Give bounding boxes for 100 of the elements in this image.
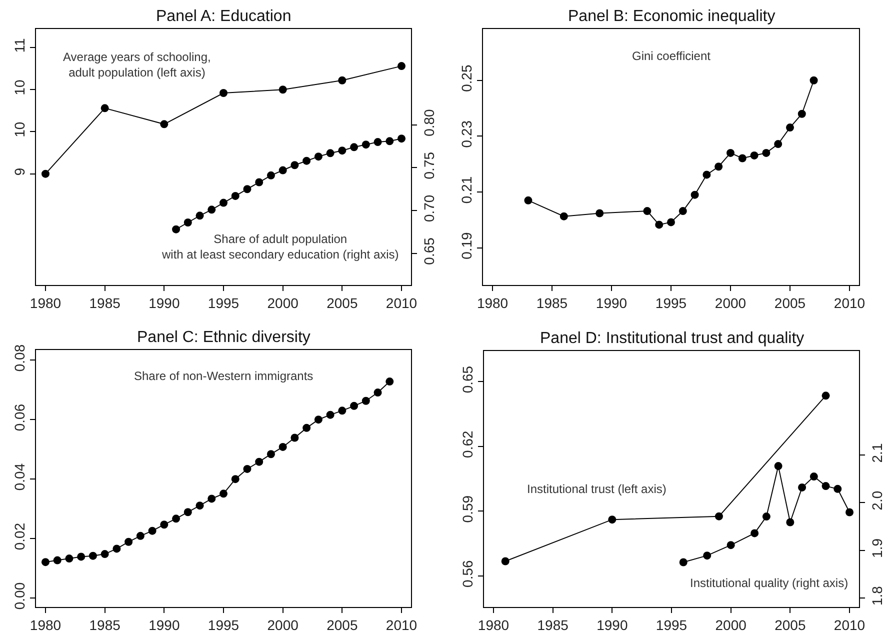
x-tick-label: 1995: [656, 616, 688, 633]
point: [314, 416, 322, 424]
point: [160, 520, 168, 529]
point: [596, 209, 604, 218]
point: [834, 484, 842, 493]
y2-tick-label: 0.80: [420, 108, 437, 136]
x-tick-label: 2005: [774, 294, 806, 311]
point: [136, 532, 144, 540]
point: [774, 140, 782, 148]
point: [290, 434, 299, 442]
point: [714, 512, 723, 520]
y2-tick-label: 1.9: [868, 538, 885, 558]
point: [726, 148, 734, 157]
point: [243, 464, 252, 473]
x-tick-label: 1980: [476, 294, 508, 311]
point: [667, 218, 675, 226]
point: [255, 458, 264, 466]
x-tick-label: 1985: [537, 616, 569, 633]
x-tick-label: 2005: [326, 294, 358, 311]
chart-title: Panel C: Ethnic diversity: [137, 329, 310, 346]
point: [231, 475, 240, 484]
y-tick-label: 0.56: [459, 560, 476, 588]
y2-tick-label: 0.65: [420, 237, 437, 265]
x-tick-label: 1995: [208, 294, 240, 311]
y2-tick-label: 2.0: [868, 490, 885, 510]
point: [278, 86, 287, 94]
point: [560, 212, 568, 220]
point: [231, 192, 240, 200]
point: [255, 178, 264, 186]
point: [846, 508, 854, 516]
chart-title: Panel D: Institutional trust and quality: [540, 330, 804, 347]
y-tick-label: 0.65: [459, 366, 476, 394]
x-tick-label: 1980: [30, 616, 62, 633]
point: [398, 134, 406, 143]
x-tick-label: 1985: [89, 616, 121, 633]
point: [678, 207, 687, 216]
point: [822, 392, 830, 400]
point: [184, 218, 192, 226]
point: [338, 406, 346, 415]
x-tick-label: 1995: [655, 294, 687, 311]
point: [798, 483, 806, 492]
x-tick-label: 2000: [714, 294, 746, 311]
y-tick-label: 0.59: [459, 495, 476, 523]
point: [774, 462, 782, 470]
point: [220, 490, 228, 498]
x-tick-label: 1990: [148, 294, 180, 311]
point: [77, 552, 86, 561]
point: [65, 554, 74, 563]
point: [278, 166, 287, 174]
point: [314, 152, 322, 161]
point: [738, 154, 746, 162]
point: [398, 62, 406, 70]
annotation: Gini coefficient: [632, 49, 712, 63]
y-tick-label: 0.21: [458, 176, 474, 204]
y2-tick-label: 2.1: [868, 443, 885, 463]
y2-tick-label: 0.75: [420, 152, 437, 180]
point: [702, 170, 711, 179]
point: [100, 550, 109, 558]
point: [302, 156, 311, 165]
point: [608, 516, 616, 524]
y2-tick-label: 0.70: [420, 194, 437, 222]
y-tick-label: 0.25: [458, 64, 474, 92]
x-tick-label: 1995: [208, 616, 240, 633]
x-tick-label: 2010: [386, 616, 418, 633]
chart-title: Panel B: Economic inequality: [568, 8, 776, 25]
point: [350, 402, 358, 410]
point: [196, 502, 204, 510]
point: [112, 544, 121, 553]
point: [714, 162, 723, 171]
annotation: Share of non-Western immigrants: [134, 369, 314, 383]
point: [184, 508, 192, 516]
point: [786, 124, 794, 132]
point: [338, 76, 346, 84]
point: [302, 424, 311, 432]
point: [160, 120, 168, 128]
y-tick-label: 0.00: [11, 582, 28, 610]
x-tick-label: 2010: [834, 294, 866, 311]
x-tick-label: 2000: [715, 616, 747, 633]
point: [338, 146, 346, 155]
x-tick-label: 1990: [596, 616, 628, 633]
point: [326, 410, 334, 419]
point: [278, 442, 287, 451]
point: [266, 171, 275, 180]
y-tick-label: 0.02: [11, 522, 28, 550]
point: [362, 140, 370, 149]
point: [690, 190, 699, 199]
x-tick-label: 1985: [536, 294, 568, 311]
point: [172, 225, 180, 234]
chart-title: Panel A: Education: [156, 8, 292, 25]
y-tick-label: 0.04: [11, 463, 28, 491]
point: [798, 110, 806, 118]
point: [374, 388, 382, 397]
y-tick-label: 0.62: [459, 430, 476, 458]
point: [220, 89, 228, 97]
x-tick-label: 2005: [326, 616, 358, 633]
x-tick-label: 1990: [148, 616, 180, 633]
point: [326, 149, 334, 158]
point: [350, 143, 358, 152]
x-tick-label: 1985: [89, 294, 121, 311]
x-tick-label: 2000: [267, 616, 299, 633]
